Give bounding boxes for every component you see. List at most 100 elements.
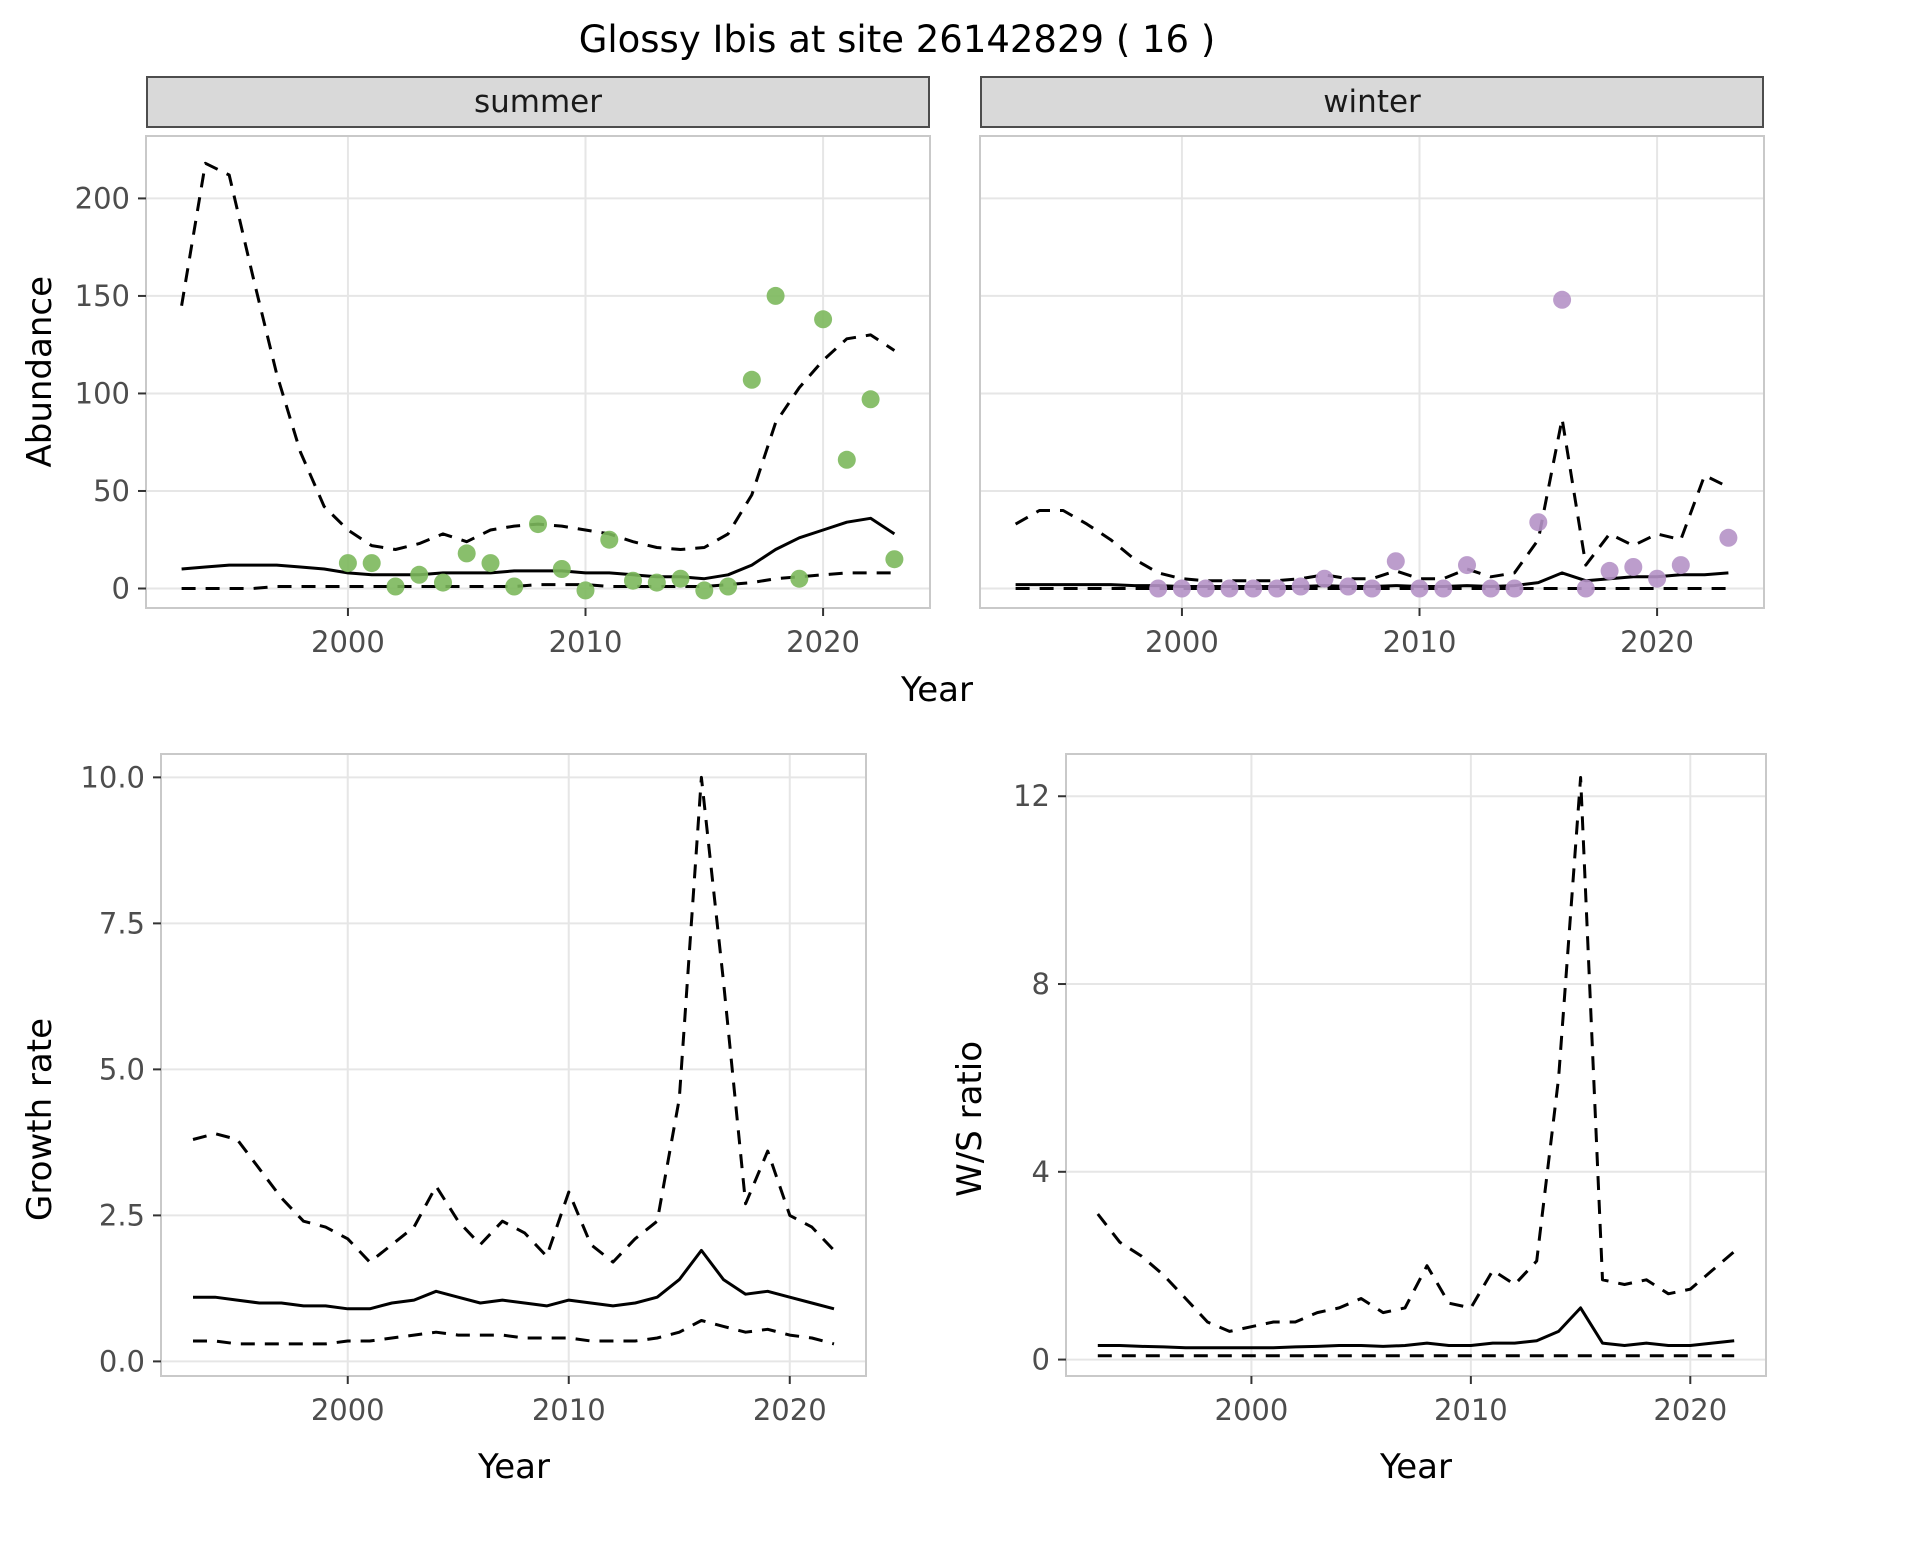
winter-abundance-data-point: [1481, 579, 1500, 598]
winter-abundance-data-point: [1363, 579, 1381, 598]
x-tick-label: 2010: [532, 1393, 606, 1427]
derived-metrics-row: Growth rate 2000 2010 2020 0.0 2.5 5.0 7.5 10.0…: [14, 744, 1920, 1494]
summer-abundance-data-point: [790, 569, 809, 588]
summer-panel: summer 2000 2010 2020 0 50 100 150 200: [66, 76, 946, 668]
ws-ratio-panel-border: [1065, 753, 1767, 1377]
ws-ratio-panel-bg: [1066, 754, 1766, 1376]
winter-facet-label: winter: [1323, 84, 1421, 120]
winter-abundance-data-point: [1339, 577, 1358, 596]
summer-abundance-panel-border: [145, 135, 931, 609]
y-tick-label: 5.0: [99, 1052, 145, 1086]
x-tick-label: 2010: [549, 625, 623, 659]
y-tick-label: 150: [75, 279, 130, 313]
y-tick-label: 12: [1013, 779, 1050, 813]
growth-rate-axis-label: Growth rate: [20, 1017, 60, 1221]
winter-abundance-panel-bg: [980, 136, 1764, 608]
growth-rate-chart: 2000 2010 2020 0.0 2.5 5.0 7.5 10.0: [80, 753, 867, 1427]
abundance-axis-label: Abundance: [20, 276, 60, 468]
winter-abundance-data-point: [1458, 556, 1476, 575]
summer-abundance-data-point: [814, 310, 833, 329]
growth-rate-panel-bg: [161, 754, 866, 1376]
winter-abundance-data-point: [1719, 528, 1738, 547]
x-tick-label: 2020: [753, 1393, 827, 1427]
x-tick-label: 2020: [1653, 1393, 1727, 1427]
winter-panel: winter 2000 2010 2020: [970, 76, 1780, 668]
ws-ratio-upper-ci-line: [1096, 776, 1736, 1333]
x-tick-label: 2010: [1434, 1393, 1508, 1427]
y-tick-label: 7.5: [99, 906, 145, 940]
summer-abundance-data-point: [505, 577, 524, 596]
summer-abundance-data-point: [861, 390, 880, 409]
abundance-row: Abundance summer 2000 2010 2020 0 50 100 150 20…: [14, 76, 1920, 668]
winter-abundance-data-point: [1624, 558, 1643, 576]
winter-abundance-data-point: [1600, 561, 1619, 580]
winter-facet-strip: winter: [980, 76, 1764, 128]
x-tick-label: 2000: [311, 1393, 385, 1427]
winter-abundance-data-point: [1268, 579, 1286, 598]
x-tick-label: 2020: [1620, 625, 1694, 659]
summer-abundance-trend-line: [181, 516, 896, 581]
growth-rate-trend-line: [193, 1248, 835, 1311]
summer-abundance-data-point: [362, 554, 381, 573]
x-tick-label: 2000: [1215, 1393, 1289, 1427]
summer-abundance-data-point: [600, 530, 619, 549]
summer-abundance-data-point: [885, 550, 904, 569]
summer-abundance-data-point: [624, 571, 642, 590]
summer-abundance-chart: 2000 2010 2020 0 50 100 150 200: [75, 135, 931, 659]
winter-abundance-data-point: [1244, 579, 1263, 598]
winter-abundance-data-point: [1172, 579, 1191, 598]
ws-ratio-panel: 2000 2010 2020 0 4 8 12 Year: [996, 744, 1786, 1494]
winter-abundance-data-point: [1410, 579, 1429, 598]
growth-rate-panel-border: [160, 753, 867, 1377]
summer-abundance-data-point: [695, 581, 714, 600]
y-tick-label: 50: [93, 474, 130, 508]
ws-ratio-axis-label-wrap: W/S ratio: [944, 744, 996, 1494]
winter-abundance-data-point: [1220, 579, 1239, 598]
growth-rate-axis-label-wrap: Growth rate: [14, 744, 66, 1494]
summer-abundance-data-point: [338, 554, 357, 573]
top-x-axis-label: Year: [901, 670, 973, 710]
x-tick-label: 2000: [311, 625, 385, 659]
summer-abundance-data-point: [386, 577, 405, 596]
figure-title: Glossy Ibis at site 26142829 ( 16 ): [578, 18, 1216, 61]
winter-abundance-data-point: [1149, 579, 1168, 598]
ws-ratio-trend-line: [1097, 1306, 1735, 1350]
summer-abundance-data-point: [576, 581, 595, 600]
summer-abundance-data-point: [719, 577, 738, 596]
summer-facet-strip: summer: [146, 76, 930, 128]
summer-abundance-data-point: [647, 573, 666, 592]
ws-ratio-chart: 2000 2010 2020 0 4 8 12: [1013, 753, 1767, 1427]
y-tick-label: 4: [1032, 1155, 1050, 1189]
y-tick-label: 0: [1032, 1343, 1050, 1377]
y-tick-label: 0.0: [99, 1344, 145, 1378]
winter-abundance-data-point: [1529, 513, 1548, 532]
winter-abundance-chart: 2000 2010 2020: [979, 135, 1765, 659]
summer-abundance-data-point: [481, 554, 500, 573]
winter-abundance-data-point: [1671, 556, 1690, 575]
growth-rate-upper-ci-line: [192, 775, 836, 1264]
winter-abundance-data-point: [1648, 569, 1667, 588]
x-tick-label: 2010: [1383, 625, 1457, 659]
growth-rate-x-axis-label: Year: [478, 1447, 550, 1487]
winter-abundance-data-point: [1553, 290, 1572, 309]
winter-abundance-data-point: [1434, 579, 1453, 598]
summer-abundance-data-point: [529, 515, 547, 534]
summer-abundance-data-point: [766, 286, 785, 305]
summer-abundance-data-point: [742, 370, 761, 389]
y-tick-label: 0: [112, 571, 130, 605]
winter-abundance-data-point: [1386, 552, 1405, 571]
summer-facet-label: summer: [473, 84, 602, 120]
y-tick-label: 200: [75, 181, 130, 215]
y-tick-label: 100: [75, 376, 130, 410]
winter-abundance-data-point: [1196, 579, 1215, 598]
winter-abundance-panel-border: [979, 135, 1765, 609]
growth-rate-panel: 2000 2010 2020 0.0 2.5 5.0 7.5 10.0 Year: [66, 744, 886, 1494]
y-tick-label: 2.5: [99, 1198, 145, 1232]
summer-abundance-data-point: [410, 565, 429, 584]
summer-abundance-data-point: [837, 450, 856, 469]
summer-abundance-data-point: [457, 544, 476, 563]
ws-ratio-x-axis-label: Year: [1380, 1447, 1452, 1487]
winter-abundance-data-point: [1505, 579, 1524, 598]
ws-ratio-axis-label: W/S ratio: [950, 1041, 990, 1197]
